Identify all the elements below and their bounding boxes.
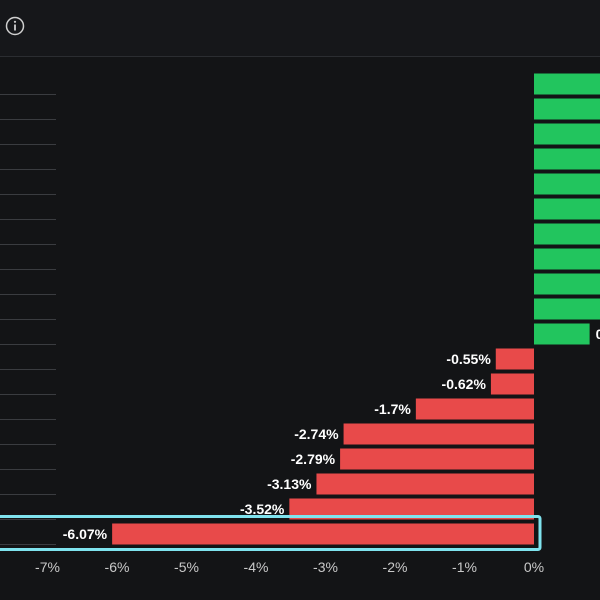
bar-positive[interactable] (534, 98, 600, 120)
bar-positive[interactable] (534, 248, 600, 270)
x-tick-label: 0% (524, 559, 544, 575)
bar-positive[interactable] (534, 223, 600, 245)
bar-positive[interactable] (534, 73, 600, 95)
bar-value-label: -2.79% (291, 451, 336, 467)
bar-negative[interactable] (112, 523, 534, 545)
chart-header (0, 0, 600, 57)
bar-negative[interactable] (490, 373, 534, 395)
bar-value-label: -2.74% (294, 426, 339, 442)
bars (112, 73, 600, 545)
bar-negative[interactable] (316, 473, 534, 495)
bar-positive[interactable] (534, 323, 590, 345)
bar-value-label: -0.62% (442, 376, 487, 392)
x-tick-label: -3% (313, 559, 338, 575)
bar-value-label: 0 (596, 326, 600, 342)
bar-negative[interactable] (343, 423, 534, 445)
bar-value-label: -1.7% (374, 401, 411, 417)
x-tick-label: -5% (174, 559, 199, 575)
bar-positive[interactable] (534, 273, 600, 295)
x-tick-label: -2% (383, 559, 408, 575)
highlight-row-frame (0, 515, 542, 551)
bar-positive[interactable] (534, 148, 600, 170)
bar-positive[interactable] (534, 198, 600, 220)
info-circle-icon[interactable] (5, 16, 25, 36)
bar-value-label: -3.13% (267, 476, 312, 492)
x-axis-ticks: -7%-6%-5%-4%-3%-2%-1%0%1 (35, 559, 600, 575)
bar-labels: 0 -0.55% -0.62% -1.7% -2.74% -2.79% -3.13% -3.5… (0, 326, 600, 551)
bar-negative[interactable] (495, 348, 534, 370)
bar-positive[interactable] (534, 123, 600, 145)
bar-negative[interactable] (340, 448, 534, 470)
bar-positive[interactable] (534, 173, 600, 195)
x-tick-label: -6% (105, 559, 130, 575)
bar-negative[interactable] (415, 398, 534, 420)
bar-value-label: -0.55% (446, 351, 491, 367)
x-tick-label: -7% (35, 559, 60, 575)
bar-value-label: -3.52% (240, 501, 285, 517)
bar-value-label: -6.07% (63, 526, 108, 542)
bar-negative[interactable] (289, 498, 534, 520)
gridlines (0, 94, 56, 545)
bar-positive[interactable] (534, 298, 600, 320)
x-tick-label: -1% (452, 559, 477, 575)
x-tick-label: -4% (244, 559, 269, 575)
